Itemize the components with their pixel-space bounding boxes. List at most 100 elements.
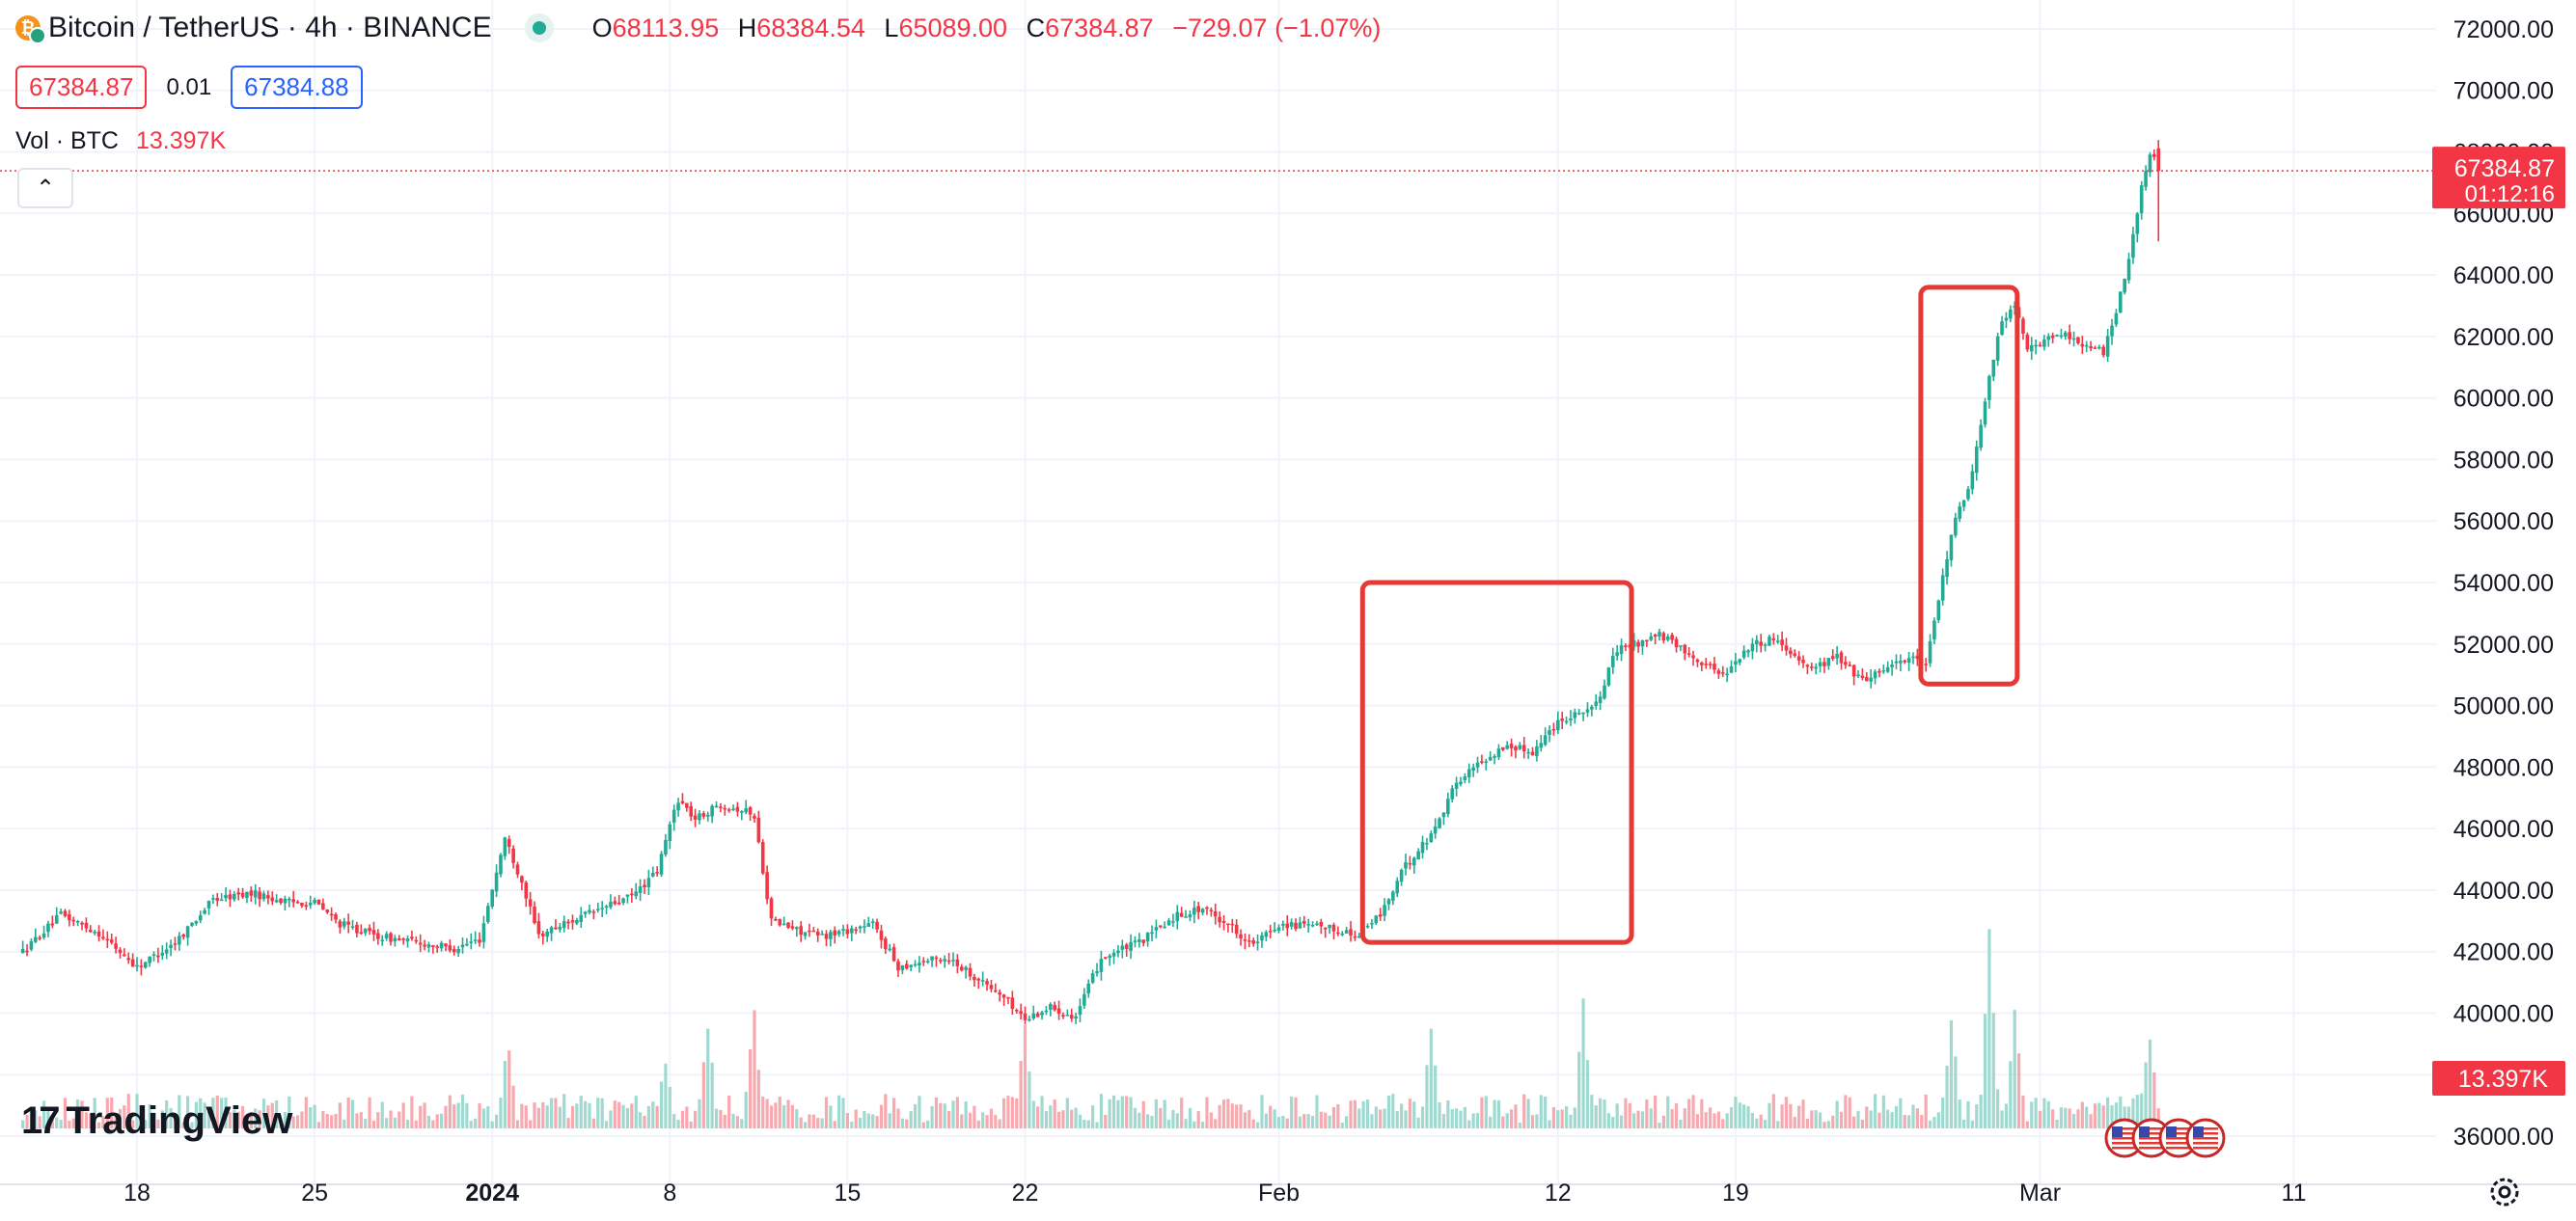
market-status-icon[interactable] (524, 14, 554, 42)
volume-bar (236, 1111, 240, 1129)
candle-body (224, 894, 228, 899)
volume-bar (507, 1050, 511, 1129)
candle-body (1636, 641, 1640, 647)
candle (1196, 902, 1201, 920)
volume-legend[interactable]: Vol · BTC 13.397K (15, 127, 226, 155)
volume-bar (659, 1081, 664, 1129)
candle-body (486, 906, 490, 922)
candle (410, 930, 414, 941)
volume-bar (2071, 1113, 2076, 1129)
candle (1573, 708, 1577, 724)
candle-body (448, 945, 452, 951)
candle-body (1074, 1016, 1078, 1019)
candle-body (1899, 661, 1903, 664)
candle-body (215, 898, 220, 901)
volume-badge-bg (2432, 1061, 2565, 1096)
sell-button[interactable]: 67384.87 (15, 66, 148, 109)
candle (1264, 930, 1269, 941)
candle-body (88, 930, 93, 933)
candle (1521, 736, 1526, 759)
volume-bar (1345, 1116, 1349, 1129)
flag-stripe (2166, 1147, 2191, 1150)
candle-body (891, 947, 896, 962)
candle-body (1665, 636, 1670, 640)
volume-bar (909, 1111, 913, 1129)
volume-bar (50, 1118, 54, 1129)
candle-body (913, 963, 918, 966)
collapse-legend-button[interactable]: ⌃ (17, 168, 73, 208)
candle (884, 936, 888, 955)
candle (1429, 830, 1434, 843)
candle-body (283, 898, 288, 904)
us-flag-icon[interactable] (2185, 1118, 2226, 1158)
flag-stripe (2193, 1127, 2218, 1130)
candle-body (435, 946, 440, 948)
candle-body (515, 864, 520, 875)
symbol-title[interactable]: Bitcoin / TetherUS · 4h · BINANCE (48, 12, 492, 43)
candle-body (1150, 932, 1154, 935)
volume-bar (1742, 1104, 1746, 1129)
volume-bar (275, 1099, 279, 1129)
candle-body (1213, 911, 1218, 917)
candle-body (668, 824, 672, 842)
candle (756, 810, 761, 844)
candle-body (541, 933, 545, 936)
candle-body (976, 978, 981, 981)
volume-bar (1810, 1110, 1814, 1129)
candle (1924, 658, 1928, 672)
symbol-legend[interactable]: ₿ Bitcoin / TetherUS · 4h · BINANCE O681… (15, 12, 1392, 44)
flag-stripe (2112, 1137, 2137, 1140)
candle-body (808, 930, 811, 933)
us-flag-icon[interactable] (2104, 1118, 2145, 1158)
candle-body (228, 894, 233, 900)
candle-body (2034, 344, 2038, 347)
candle-body (109, 939, 114, 943)
volume-bar (1996, 1089, 2000, 1129)
candle-body (1514, 746, 1518, 751)
candle-body (896, 961, 900, 971)
volume-bar (1467, 1120, 1471, 1129)
candle (2131, 227, 2135, 264)
volume-bar (689, 1121, 693, 1129)
volume-bar (1353, 1099, 1357, 1129)
candle (625, 894, 630, 904)
candle (1844, 656, 1848, 669)
buy-button[interactable]: 67384.88 (231, 66, 363, 109)
candle-body (1196, 906, 1201, 912)
candle-body (2114, 312, 2119, 325)
candle-body (1425, 842, 1429, 845)
candle-body (879, 930, 884, 940)
volume-bar (364, 1118, 368, 1129)
candle (1741, 645, 1746, 660)
candle-body (1789, 650, 1793, 655)
candle-body (384, 934, 389, 938)
volume-bar (1548, 1120, 1551, 1129)
volume-bar (913, 1103, 918, 1129)
candle-body (1713, 664, 1716, 670)
candle (554, 919, 558, 931)
volume-bar (2144, 1062, 2148, 1129)
candle (1624, 642, 1628, 651)
volume-bar (1336, 1103, 1340, 1129)
candle-body (765, 872, 769, 900)
time-tick-label: 15 (834, 1180, 861, 1207)
candle-body (1353, 936, 1357, 938)
volume-bar (1281, 1116, 1285, 1129)
volume-bar (1746, 1105, 1750, 1129)
candle-body (2131, 233, 2135, 258)
candle (1268, 924, 1273, 938)
tradingview-logo[interactable]: 17 TradingView (21, 1099, 292, 1143)
candle-body (2009, 309, 2013, 319)
candle (1213, 903, 1218, 925)
volume-bar (1768, 1102, 1771, 1129)
volume-bar (1865, 1106, 1869, 1129)
settings-gear-icon[interactable] (2490, 1178, 2519, 1207)
candle (808, 923, 811, 937)
candle-body (452, 948, 456, 953)
candle (2105, 328, 2110, 363)
candle (2114, 309, 2119, 328)
volume-bar (1471, 1113, 1475, 1129)
volume-bar (549, 1098, 554, 1129)
volume-bar (1489, 1116, 1493, 1129)
